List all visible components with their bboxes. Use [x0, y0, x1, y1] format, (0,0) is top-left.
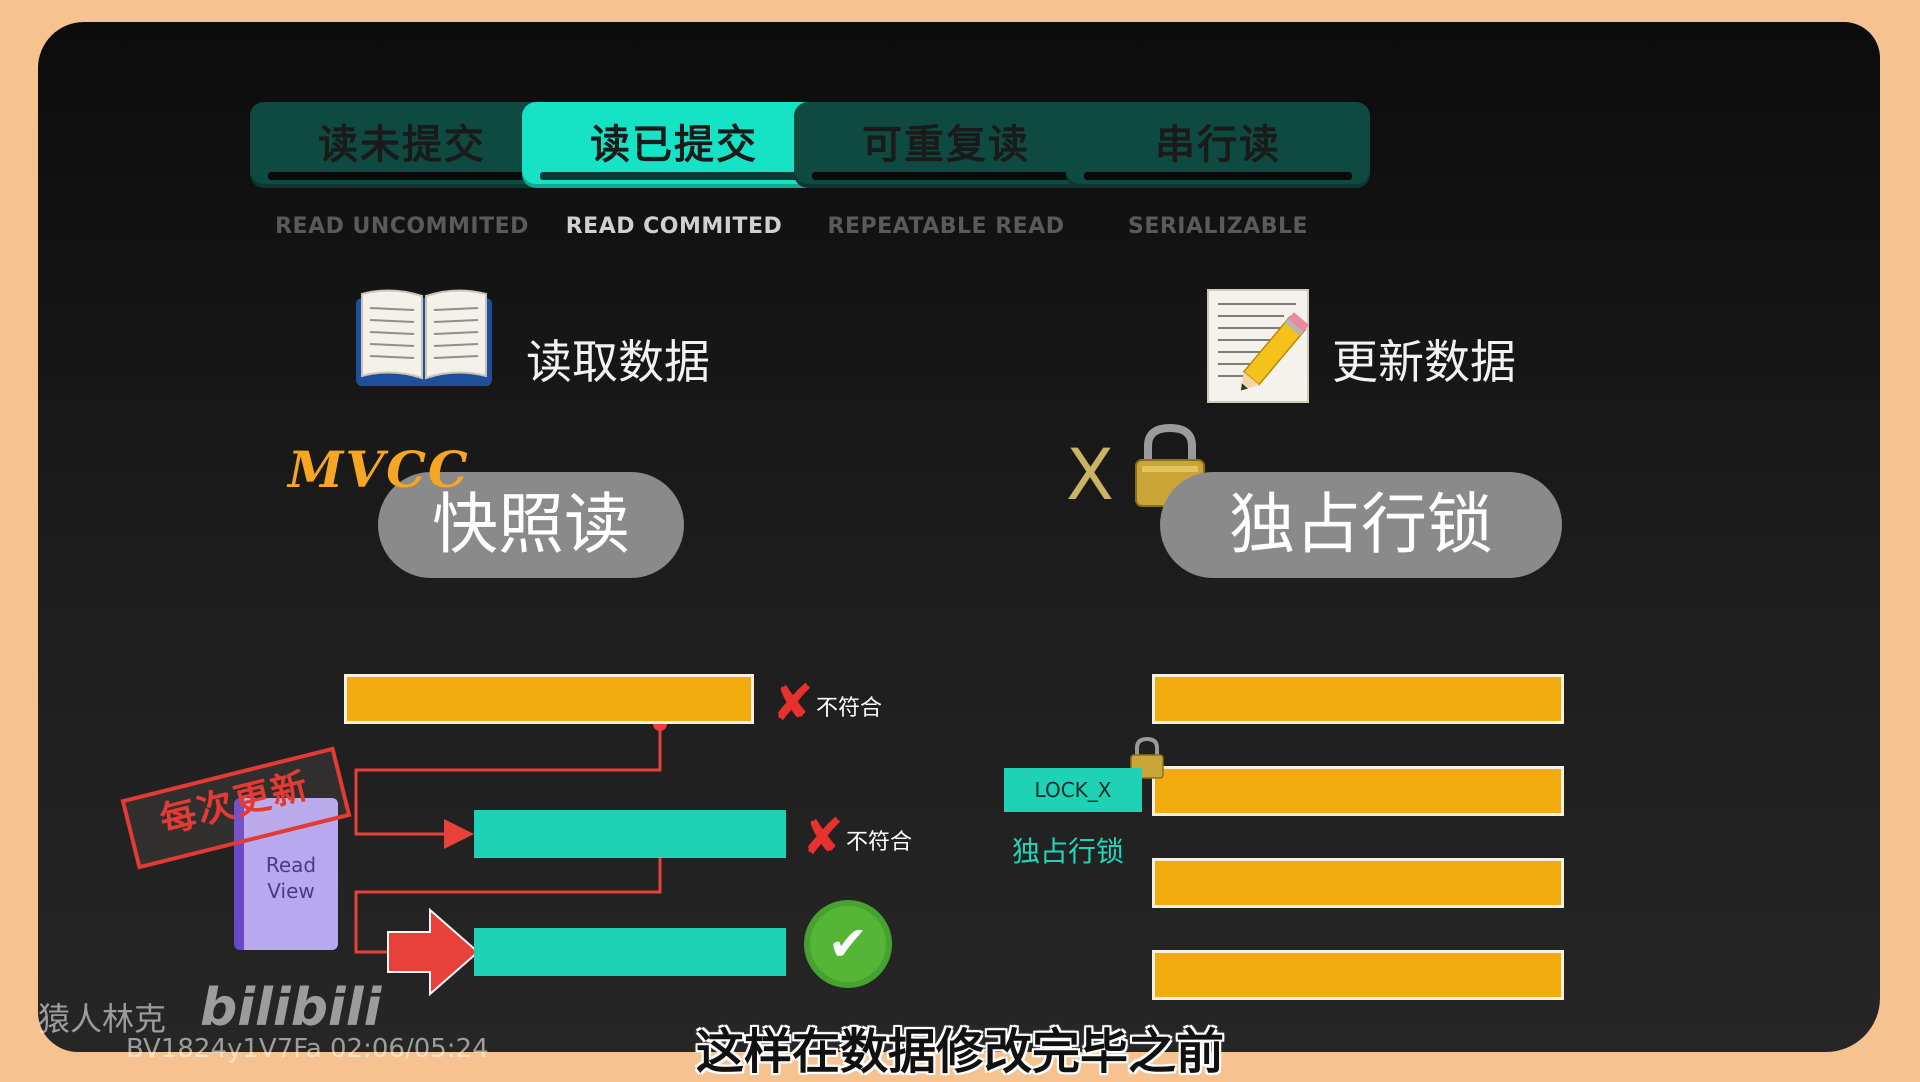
- row-bar-orange: [1152, 674, 1564, 724]
- read-data-heading: 读取数据: [526, 335, 710, 389]
- exclusive-x-label: X: [1066, 434, 1114, 516]
- tab-subtitle-read-uncommitted: READ UNCOMMITED: [275, 214, 529, 239]
- read-view-line-1: Read: [265, 853, 317, 877]
- red-x-icon: ✘: [802, 808, 844, 866]
- row-bar-teal-2: [474, 928, 786, 976]
- row-bar-orange: [344, 674, 754, 724]
- bilibili-logo: bilibili: [200, 978, 382, 1038]
- verdict-fail-2: 不符合: [846, 830, 913, 855]
- tab-serializable[interactable]: 串行读: [1066, 102, 1370, 188]
- tab-underline: [540, 172, 808, 180]
- open-book-icon: [356, 289, 492, 386]
- author-watermark: 猿人林克: [38, 1000, 167, 1038]
- lock-x-tag: LOCK_X: [1004, 768, 1142, 812]
- red-x-icon: ✘: [772, 674, 814, 732]
- row-bar-orange: [1152, 858, 1564, 908]
- mvcc-tag: MVCC: [288, 440, 470, 499]
- tab-underline: [268, 172, 536, 180]
- exclusive-row-lock-pill: 独占行锁: [1160, 472, 1562, 578]
- tab-subtitle-repeatable-read: REPEATABLE READ: [827, 214, 1065, 239]
- tab-read-uncommitted[interactable]: 读未提交: [250, 102, 554, 188]
- tab-label: 读已提交: [590, 122, 758, 168]
- tab-subtitle-read-committed: READ COMMITED: [565, 214, 783, 239]
- verdict-fail-1: 不符合: [816, 696, 883, 721]
- update-data-heading: 更新数据: [1332, 335, 1516, 389]
- exclusive-row-lock-label: 独占行锁: [1012, 835, 1125, 868]
- tab-label: 可重复读: [862, 122, 1030, 168]
- big-arrow-icon: [387, 907, 480, 997]
- video-meta: BV1824y1V7Fa 02:06/05:24: [126, 1034, 489, 1064]
- tab-underline: [812, 172, 1080, 180]
- tab-repeatable-read[interactable]: 可重复读: [794, 102, 1098, 188]
- tab-label: 串行读: [1155, 122, 1281, 168]
- row-bar-orange-locked: [1152, 766, 1564, 816]
- row-bar-orange: [1152, 950, 1564, 1000]
- read-view-line-2: View: [267, 879, 315, 903]
- tab-subtitle-serializable: SERIALIZABLE: [1127, 214, 1309, 239]
- tab-underline: [1084, 172, 1352, 180]
- green-check-icon: ✔: [810, 906, 886, 982]
- read-view-card: Read View: [234, 798, 338, 950]
- video-subtitle: 这样在数据修改完毕之前: [695, 1024, 1224, 1080]
- snapshot-read-pill: 快照读: [378, 472, 684, 578]
- slide-board: 读未提交 读已提交 可重复读 串行读 READ UNCOMMITED READ …: [38, 22, 1880, 1052]
- tab-label: 读未提交: [318, 122, 486, 168]
- memo-pencil-icon: [1207, 289, 1310, 403]
- row-bar-teal-1: [474, 810, 786, 858]
- tab-read-committed[interactable]: 读已提交: [522, 102, 826, 188]
